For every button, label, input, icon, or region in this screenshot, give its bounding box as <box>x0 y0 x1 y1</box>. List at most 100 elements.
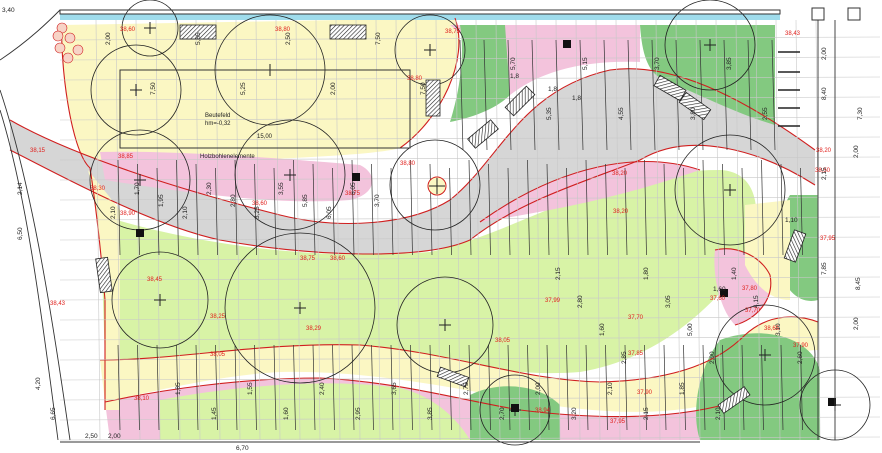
bench-icon <box>678 91 712 121</box>
dimension-line <box>603 39 608 151</box>
dimension-line <box>722 163 725 256</box>
elevation-label: 38,60 <box>120 27 136 33</box>
dimension-label: 4,55 <box>618 107 625 120</box>
dimension-label: 2,40 <box>319 382 326 395</box>
elevation-label: 38,20 <box>612 171 628 177</box>
grid-line <box>59 36 881 41</box>
dimension-line <box>215 167 218 256</box>
grid-line <box>155 19 161 441</box>
tree-icon <box>714 304 816 406</box>
tag-labels: 1,8 1,8 1,8 1,60 1,10 <box>510 73 798 293</box>
dimension-label: 3,85 <box>726 57 733 70</box>
dimension-label: 2,50 <box>285 32 292 45</box>
dimension-label: 3,70 <box>374 194 381 207</box>
dimension-label: 2,10 <box>182 206 189 219</box>
dimension-line <box>507 39 512 151</box>
edge-dimension-label: 7,30 <box>857 107 864 120</box>
bench-icon <box>329 24 367 40</box>
dimension-line <box>410 159 413 256</box>
elevation-label: 37,70 <box>745 308 761 314</box>
elevation-label: 38,85 <box>118 154 134 160</box>
dimension-label: 2,55 <box>762 107 769 120</box>
dimension-line <box>390 167 394 256</box>
edge-dimension-label: 4,20 <box>35 377 42 390</box>
dimension-line <box>429 344 433 431</box>
dimension-line <box>137 344 140 431</box>
dimension-line <box>546 344 550 431</box>
dimension-label: 1,85 <box>175 382 182 395</box>
dimension-line <box>780 344 784 431</box>
dimension-line <box>293 344 296 431</box>
tree-icon <box>234 119 346 231</box>
elevation-labels: 38,60 38,80 38,80 38,75 38,43 38,15 38,30 38,60… <box>30 27 836 425</box>
dimension-label: 7,50 <box>150 82 157 95</box>
lamp-icon <box>720 289 728 297</box>
edge-dimension-label: 6,50 <box>17 227 24 240</box>
fountain-icon <box>427 176 447 196</box>
grid-line <box>695 19 701 441</box>
grid-line <box>595 19 601 441</box>
dimension-line <box>585 344 589 431</box>
dimension-label: 1,45 <box>211 407 218 420</box>
dimension-label: 2,10 <box>715 407 722 420</box>
dimension-label: 5,85 <box>195 32 202 45</box>
dimension-label: 5,15 <box>582 57 589 70</box>
grid-line <box>475 19 481 441</box>
grid-line <box>335 19 341 441</box>
dimension-line <box>741 167 745 256</box>
dimension-label: 2,80 <box>577 295 584 308</box>
play-element <box>52 30 64 42</box>
elevation-label: 38,80 <box>407 76 423 82</box>
elevation-label: 37,85 <box>628 351 644 357</box>
grid-line <box>715 19 721 441</box>
grid-line <box>355 19 361 441</box>
edge-dimension-labels: 3,40 6,50 2,14 6,65 4,20 2,00 2,50 6,70 8,40 7,30… <box>2 7 864 452</box>
elevation-label: 38,75 <box>345 191 361 197</box>
dimension-label: 2,10 <box>110 206 117 219</box>
dimension-line <box>683 344 686 431</box>
dimension-line <box>234 344 238 431</box>
lamp-icon <box>563 40 571 48</box>
dimension-line <box>371 163 374 256</box>
elevation-label: 38,60 <box>330 256 346 262</box>
dimension-label: 2,10 <box>607 382 614 395</box>
lamp-icon <box>136 229 144 237</box>
dimension-line <box>156 167 160 256</box>
dimension-line <box>215 344 218 431</box>
dimension-line <box>723 39 728 151</box>
grid-line <box>375 19 381 441</box>
dimension-line <box>332 344 335 431</box>
edge-dimension-label: 2,00 <box>108 433 121 440</box>
dimension-label: 2,00 <box>330 82 337 95</box>
elevation-label: 38,80 <box>400 161 416 167</box>
dimension-line <box>254 344 257 431</box>
lamps <box>136 40 836 412</box>
grid-line <box>295 19 301 441</box>
dimension-line <box>527 159 530 256</box>
dimension-line <box>605 344 608 431</box>
elevation-label: 38,10 <box>134 396 150 402</box>
edge-dimension-label: 7,85 <box>821 262 828 275</box>
elevation-label: 38,05 <box>210 352 226 358</box>
dimension-line <box>579 39 584 151</box>
edge-dimension-label: 6,70 <box>236 445 249 452</box>
grid-line <box>775 19 781 441</box>
dimension-label: 2,00 <box>535 382 542 395</box>
elevation-label: 38,29 <box>306 326 322 332</box>
grid-line <box>59 56 881 61</box>
elevation-label: 37,90 <box>637 390 653 396</box>
edge-dimension-label: 2,00 <box>853 317 860 330</box>
dimension-label: 3,55 <box>278 182 285 195</box>
green-lawn-zone <box>100 170 757 374</box>
grid-line <box>59 296 881 301</box>
dimension-line <box>624 344 628 431</box>
dimension-label: 1,60 <box>283 407 290 420</box>
tree-icon <box>224 232 376 384</box>
dimension-line <box>293 159 296 256</box>
dimension-label: 2,60 <box>797 351 804 364</box>
grid-line <box>59 96 881 101</box>
grid-line <box>615 19 621 441</box>
elevation-label: 38,25 <box>210 314 226 320</box>
dimension-line <box>507 167 511 256</box>
